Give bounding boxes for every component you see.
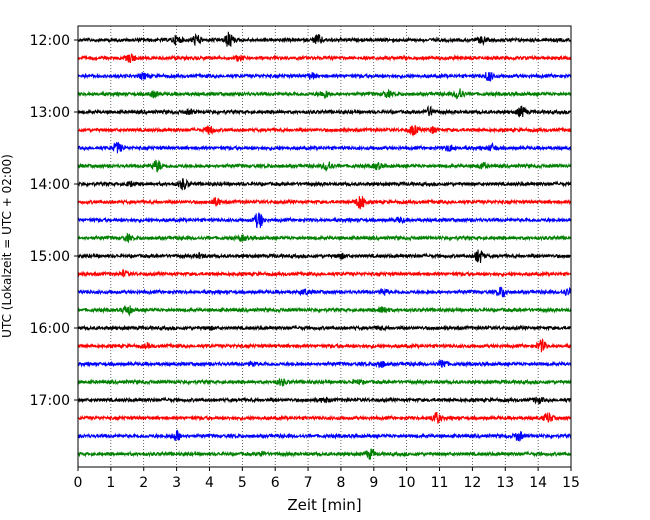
trace-15:15	[77, 268, 572, 278]
trace-13:45	[77, 159, 572, 173]
x-tick-label: 9	[369, 475, 378, 491]
x-tick-label: 1	[106, 475, 115, 491]
x-axis-label: Zeit [min]	[287, 496, 361, 514]
x-tick-label: 8	[336, 475, 345, 491]
trace-14:15	[77, 196, 572, 210]
trace-13:00	[77, 104, 572, 118]
trace-lines	[77, 31, 572, 460]
y-tick-label: 14:00	[30, 177, 70, 193]
x-tick-label: 10	[398, 475, 416, 491]
trace-12:00	[77, 31, 572, 47]
trace-15:00	[77, 249, 572, 264]
x-tick-label: 7	[304, 475, 313, 491]
trace-14:00	[77, 178, 572, 191]
y-tick-label: 15:00	[30, 249, 70, 265]
x-tick-label: 5	[238, 475, 247, 491]
x-axis-ticks: 0 1 2 3 4 5 6 7 8 9 10 11 12 13 14 15	[74, 467, 580, 491]
y-axis-ticks: 12:00 13:00 14:00 15:00 16:00 17:00	[30, 33, 78, 409]
x-tick-label: 13	[496, 475, 514, 491]
trace-15:30	[77, 286, 572, 298]
x-tick-label: 4	[205, 475, 214, 491]
x-tick-label: 14	[529, 475, 547, 491]
trace-12:15	[77, 53, 572, 64]
trace-16:15	[77, 337, 572, 353]
y-axis-label: UTC (Lokalzeit = UTC + 02:00)	[0, 154, 14, 338]
x-tick-label: 3	[172, 475, 181, 491]
x-tick-label: 11	[431, 475, 449, 491]
x-tick-label: 2	[139, 475, 148, 491]
trace-15:45	[77, 305, 572, 317]
trace-16:00	[77, 324, 572, 332]
y-tick-label: 13:00	[30, 105, 70, 121]
trace-14:45	[77, 232, 572, 244]
plot-frame	[77, 25, 572, 468]
x-tick-label: 0	[74, 475, 83, 491]
trace-17:00	[77, 396, 572, 405]
x-tick-label: 15	[562, 475, 580, 491]
y-tick-label: 17:00	[30, 393, 70, 409]
trace-13:30	[77, 141, 572, 154]
trace-13:15	[77, 124, 572, 138]
trace-16:45	[77, 377, 572, 388]
y-tick-label: 16:00	[30, 321, 70, 337]
trace-14:30	[77, 212, 572, 228]
trace-17:30	[77, 429, 572, 443]
trace-16:30	[77, 359, 572, 369]
trace-12:30	[77, 71, 572, 82]
trace-17:15	[77, 411, 572, 424]
x-tick-label: 6	[271, 475, 280, 491]
trace-12:45	[77, 88, 572, 100]
trace-17:45	[77, 448, 572, 460]
y-tick-label: 12:00	[30, 33, 70, 49]
x-tick-label: 12	[463, 475, 481, 491]
